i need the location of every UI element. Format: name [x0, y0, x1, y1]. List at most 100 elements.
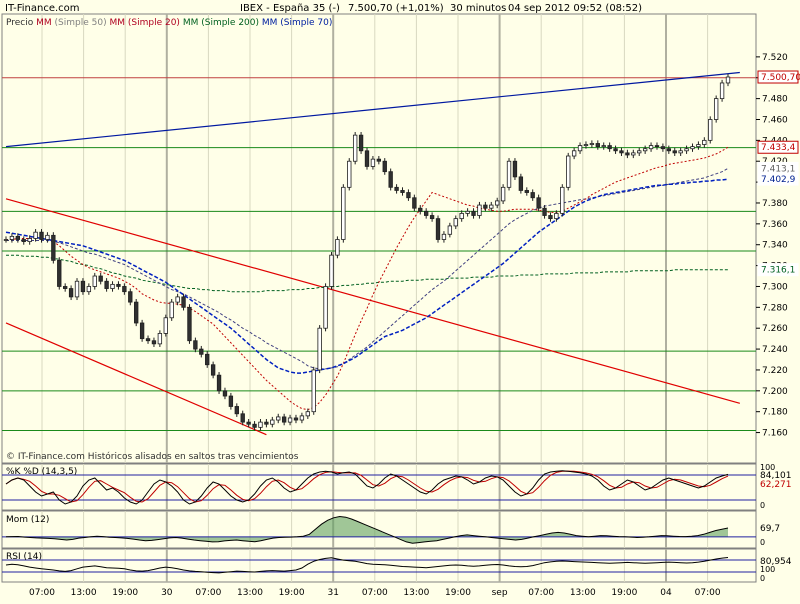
y-tick-label: 7.280	[762, 303, 788, 313]
candle-body	[719, 82, 725, 100]
x-tick-label: 07:00	[195, 588, 221, 598]
footer-note: © IT-Finance.com Históricos alisados en …	[6, 451, 299, 462]
indicator-legend: Precio MM (Simple 50) MM (Simple 20) MM …	[6, 18, 332, 28]
x-tick-label: 07:00	[695, 588, 721, 598]
y-tick-label: 7.480	[762, 95, 788, 105]
candle-body	[713, 98, 719, 120]
candle-body	[429, 215, 435, 220]
candle-body	[246, 421, 251, 425]
x-tick-label: 19:00	[279, 588, 305, 598]
moving-averages	[5, 146, 729, 411]
blue-trend-line	[5, 71, 740, 148]
candle-body	[3, 239, 9, 241]
candle-body	[465, 210, 470, 214]
x-tick-label: 19:00	[611, 588, 637, 598]
stoch-label: %K %D (14,3,5)	[6, 467, 77, 477]
candle-body	[15, 235, 21, 240]
rsi-label: RSI (14)	[6, 552, 42, 562]
x-tick-label: 13:00	[237, 588, 263, 598]
legend-part-1: MM	[33, 18, 51, 28]
y-tick-label: 7.180	[762, 408, 788, 418]
candle-body	[654, 145, 660, 148]
candle-body	[364, 150, 370, 167]
candle-body	[104, 280, 109, 289]
rsi-tick-100: 100	[760, 565, 775, 574]
instrument-title: IBEX - España 35 (-)	[240, 3, 340, 14]
rsi-panel	[2, 557, 756, 574]
candle-body	[51, 234, 56, 261]
candle-body	[116, 283, 121, 287]
candle-body	[631, 152, 636, 156]
candle-body	[228, 395, 234, 407]
candle-body	[234, 406, 239, 415]
candle-body	[163, 317, 168, 334]
candle-body	[648, 145, 654, 150]
candle-body	[39, 231, 44, 240]
y-tick-label: 7.460	[762, 115, 788, 125]
lower-channel-line	[5, 322, 267, 436]
candle-body	[560, 186, 565, 214]
candle-body	[358, 134, 364, 152]
candle-body	[122, 286, 127, 293]
price-change: 7.500,70 (+1,01%)	[348, 3, 444, 14]
candle-body	[619, 150, 624, 154]
stoch-d-value: 62,271	[760, 480, 792, 490]
rsi-tick-0: 0	[760, 574, 765, 583]
candle-body	[388, 171, 393, 188]
header: IT-Finance.com IBEX - España 35 (-) 7.50…	[5, 3, 642, 14]
x-tick-label: 07:00	[29, 588, 55, 598]
candle-body	[625, 152, 630, 156]
stoch-k-value: 84,101	[760, 471, 792, 481]
candle-body	[495, 200, 500, 206]
x-tick-label: 30	[161, 588, 173, 598]
candle-body	[542, 207, 547, 216]
candle-body	[270, 419, 275, 425]
candle-body	[696, 144, 701, 148]
candle-body	[394, 186, 399, 191]
candle-body	[92, 275, 97, 287]
candle-body	[554, 213, 559, 220]
legend-part-0: Precio	[6, 18, 34, 28]
stoch-tick-100: 100	[760, 463, 775, 472]
candle-body	[506, 160, 512, 188]
price-badge-label-2: 7.413,1	[761, 164, 795, 174]
candle-body	[382, 160, 387, 173]
candle-body	[406, 192, 411, 199]
candle-body	[63, 286, 68, 289]
y-tick-label: 7.220	[762, 366, 788, 376]
candle-body	[216, 374, 222, 392]
sma70-line	[5, 178, 729, 374]
candle-body	[577, 145, 583, 152]
legend-part-5: MM	[180, 18, 198, 28]
legend-part-4: (Simple 20)	[125, 18, 180, 28]
candle-body	[566, 155, 571, 188]
candle-body	[583, 144, 589, 146]
candle-body	[86, 286, 92, 293]
candle-body	[690, 146, 695, 150]
candle-body	[530, 192, 535, 199]
candle-body	[447, 225, 453, 235]
stoch-tick-0: 0	[760, 501, 765, 510]
candle-body	[571, 150, 577, 157]
rsi-value: 80,954	[760, 557, 792, 567]
candle-body	[287, 417, 293, 423]
upper-channel-line	[5, 198, 740, 404]
candle-body	[205, 353, 210, 366]
mom-value: 69,7	[760, 524, 780, 534]
candle-body	[45, 234, 50, 240]
candle-body	[317, 327, 322, 371]
candle-body	[400, 190, 405, 193]
legend-part-8: (Simple 70)	[277, 18, 332, 28]
candle-body	[145, 338, 151, 342]
y-tick-label: 7.200	[762, 387, 788, 397]
x-tick-label: 04	[660, 588, 672, 598]
candle-body	[642, 148, 648, 152]
candle-body	[305, 411, 310, 417]
candle-body	[459, 213, 464, 220]
price-badge-label-0: 7.500,70	[761, 73, 800, 83]
candle-body	[139, 322, 145, 340]
y-tick-label: 7.340	[762, 241, 788, 251]
candle-body	[74, 280, 80, 298]
